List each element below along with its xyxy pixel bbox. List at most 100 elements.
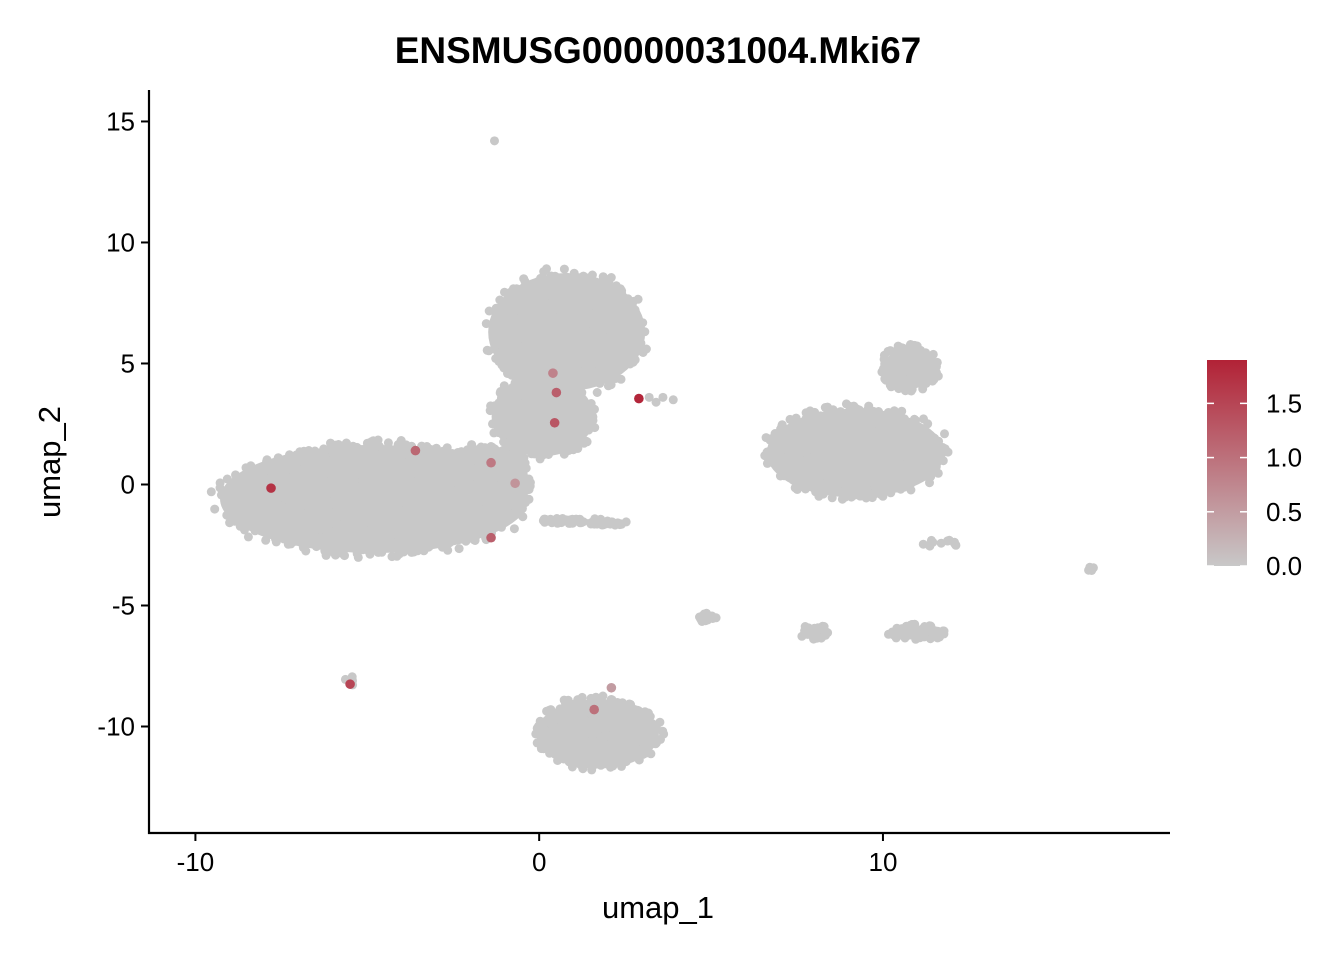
- cell-point: [452, 521, 462, 531]
- cell-point: [284, 535, 294, 545]
- cell-point: [620, 320, 630, 330]
- cell-point: [563, 703, 573, 713]
- cell-point: [568, 367, 578, 377]
- cell-point: [639, 728, 649, 738]
- y-tick-label: -10: [97, 712, 135, 742]
- cell-point: [897, 365, 907, 375]
- cell-point: [606, 753, 616, 763]
- cell-point: [584, 425, 594, 435]
- cell-point: [818, 489, 828, 499]
- cell-point: [875, 489, 885, 499]
- cell-point: [598, 714, 608, 724]
- expressing-cell-point: [549, 417, 560, 428]
- cell-point: [225, 518, 235, 528]
- cell-point: [273, 511, 283, 521]
- cell-point: [373, 457, 383, 467]
- cell-point: [558, 312, 568, 322]
- cell-point: [490, 339, 500, 349]
- cell-point: [462, 487, 471, 497]
- cell-point: [839, 430, 849, 440]
- cell-point: [263, 501, 273, 511]
- cell-point: [344, 457, 354, 467]
- cell-point: [343, 472, 353, 482]
- cell-point: [906, 471, 916, 481]
- cell-point: [311, 484, 321, 494]
- y-tick-label: 5: [121, 348, 135, 378]
- cell-point: [527, 400, 537, 410]
- cell-point: [430, 457, 440, 466]
- cell-point: [295, 521, 305, 531]
- cell-point: [622, 754, 632, 764]
- cell-point: [252, 485, 261, 495]
- cell-point: [614, 700, 624, 710]
- cell-point: [845, 476, 855, 486]
- cell-cluster: [918, 535, 961, 551]
- cell-point: [497, 522, 506, 532]
- cell-point: [534, 420, 544, 430]
- cell-point: [604, 376, 614, 386]
- cell-point: [797, 631, 807, 641]
- cell-point: [852, 465, 862, 475]
- cell-point: [540, 733, 550, 742]
- y-tick-label: 10: [106, 227, 135, 257]
- cell-point: [794, 476, 804, 486]
- x-tick-label: -10: [177, 847, 215, 877]
- cell-point: [896, 481, 906, 491]
- cell-point: [352, 462, 362, 472]
- cell-point: [797, 427, 807, 437]
- cell-point: [395, 526, 404, 536]
- cell-point: [854, 444, 864, 454]
- cell-point: [497, 407, 507, 417]
- cell-point: [875, 481, 885, 491]
- cell-point: [907, 433, 917, 443]
- cell-point: [539, 385, 549, 395]
- cell-point: [805, 433, 815, 443]
- cell-point: [507, 509, 517, 519]
- cell-point: [931, 368, 941, 377]
- cell-point: [549, 735, 559, 745]
- cell-point: [345, 539, 355, 549]
- cell-point: [632, 343, 642, 353]
- cell-point: [494, 500, 504, 510]
- cell-point: [505, 418, 515, 428]
- cell-point: [450, 452, 460, 462]
- cell-point: [582, 724, 592, 733]
- cell-point: [310, 446, 320, 456]
- cell-point: [883, 346, 893, 356]
- cell-point: [630, 306, 640, 316]
- cell-point: [592, 321, 602, 331]
- cell-point: [274, 521, 284, 531]
- cell-point: [599, 724, 609, 734]
- cell-point: [283, 495, 293, 505]
- cell-point: [782, 445, 792, 455]
- cell-cluster: [695, 608, 721, 626]
- cell-point: [770, 429, 780, 438]
- cell-point: [829, 485, 839, 495]
- cell-point: [846, 413, 856, 423]
- cell-point: [569, 353, 579, 363]
- cell-point: [517, 431, 527, 441]
- cell-point: [623, 297, 633, 306]
- cell-point: [905, 480, 915, 490]
- cell-point: [470, 536, 480, 545]
- cell-point: [292, 468, 302, 478]
- cell-point: [490, 487, 500, 497]
- cell-point: [800, 470, 810, 479]
- cell-point: [779, 471, 789, 481]
- cell-point: [583, 350, 593, 360]
- cell-point: [533, 277, 543, 287]
- cell-point: [301, 546, 311, 556]
- cell-point: [518, 300, 528, 310]
- cell-point: [573, 273, 583, 283]
- cell-point: [454, 544, 464, 554]
- cell-cluster: [877, 340, 943, 396]
- cell-cluster: [760, 399, 953, 504]
- cell-point: [489, 323, 499, 333]
- cell-point: [588, 759, 597, 769]
- cell-point: [581, 275, 591, 285]
- cell-point: [813, 449, 823, 459]
- cell-point: [396, 436, 406, 445]
- cell-point: [367, 545, 377, 555]
- cell-point: [556, 735, 565, 745]
- cell-point: [239, 475, 249, 485]
